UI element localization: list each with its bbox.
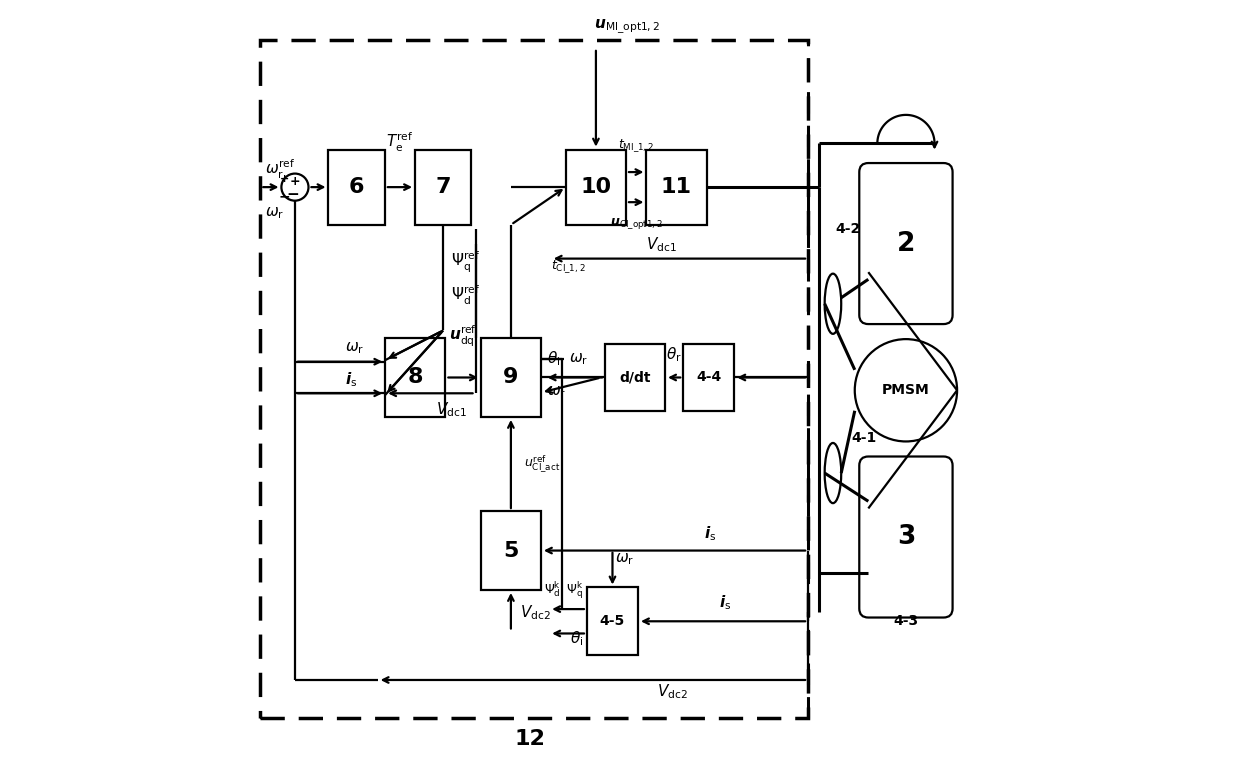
- Text: −: −: [286, 187, 299, 202]
- Text: $\theta_{\rm r}$: $\theta_{\rm r}$: [666, 346, 682, 365]
- Bar: [683, 343, 734, 412]
- Text: $\theta_{\rm i}$: $\theta_{\rm i}$: [570, 629, 583, 647]
- Text: 10: 10: [580, 177, 611, 197]
- Bar: [646, 149, 707, 225]
- Circle shape: [854, 339, 957, 441]
- Text: $\omega_{\rm r}$: $\omega_{\rm r}$: [615, 551, 634, 567]
- Text: $\omega_{\rm r}$: $\omega_{\rm r}$: [569, 351, 589, 367]
- Text: $V_{\rm dc1}$: $V_{\rm dc1}$: [435, 400, 466, 419]
- Bar: [415, 149, 471, 225]
- Text: 5: 5: [503, 540, 518, 561]
- Text: 12: 12: [515, 728, 546, 749]
- Text: 7: 7: [435, 177, 451, 197]
- Ellipse shape: [825, 443, 841, 503]
- Text: +: +: [279, 174, 289, 184]
- Bar: [587, 587, 639, 655]
- Text: 8: 8: [408, 368, 423, 387]
- Text: $\Psi_{\rm d}^{\rm ref}$: $\Psi_{\rm d}^{\rm ref}$: [450, 283, 480, 306]
- Bar: [386, 338, 445, 417]
- Text: 4-5: 4-5: [600, 614, 625, 628]
- Text: 11: 11: [661, 177, 692, 197]
- Text: PMSM: PMSM: [882, 384, 930, 397]
- Text: 4-1: 4-1: [852, 431, 877, 445]
- Text: $\boldsymbol{u}_{\rm CI\_opt1,2}$: $\boldsymbol{u}_{\rm CI\_opt1,2}$: [610, 216, 662, 230]
- Ellipse shape: [825, 274, 841, 334]
- Text: $V_{\rm dc2}$: $V_{\rm dc2}$: [657, 683, 688, 701]
- Text: d/dt: d/dt: [619, 371, 651, 384]
- FancyBboxPatch shape: [859, 456, 952, 618]
- Text: $\boldsymbol{i}_{\rm s}$: $\boldsymbol{i}_{\rm s}$: [719, 593, 732, 612]
- Bar: [260, 40, 808, 718]
- Text: $\boldsymbol{i}_{\rm s}$: $\boldsymbol{i}_{\rm s}$: [346, 371, 358, 389]
- Text: $u_{\rm CI\_act}^{\rm ref}$: $u_{\rm CI\_act}^{\rm ref}$: [525, 453, 560, 475]
- Text: +: +: [290, 174, 300, 187]
- Text: $t_{\rm CI\_1,2}$: $t_{\rm CI\_1,2}$: [551, 258, 585, 274]
- Text: 4-2: 4-2: [836, 221, 861, 236]
- Circle shape: [281, 174, 309, 201]
- Bar: [481, 338, 541, 417]
- Text: $\boldsymbol{u}_{\rm MI\_opt1,2}$: $\boldsymbol{u}_{\rm MI\_opt1,2}$: [594, 18, 661, 36]
- Text: $\omega_{\rm r}$: $\omega_{\rm r}$: [265, 205, 284, 221]
- Text: 4-3: 4-3: [893, 614, 919, 628]
- Text: 9: 9: [503, 368, 518, 387]
- Text: $V_{\rm dc1}$: $V_{\rm dc1}$: [646, 236, 677, 255]
- FancyBboxPatch shape: [859, 163, 952, 324]
- Text: $\theta_{\rm i}$: $\theta_{\rm i}$: [547, 349, 560, 368]
- Text: $\omega_{\rm r}$: $\omega_{\rm r}$: [547, 385, 567, 400]
- Text: $T_{\rm e}^{\rm ref}$: $T_{\rm e}^{\rm ref}$: [386, 130, 414, 154]
- Text: $\boldsymbol{i}_{\rm s}$: $\boldsymbol{i}_{\rm s}$: [704, 525, 717, 543]
- Text: $\omega_{\rm r}^{\rm ref}$: $\omega_{\rm r}^{\rm ref}$: [265, 158, 295, 181]
- Text: $\omega_{\rm r}$: $\omega_{\rm r}$: [346, 340, 365, 356]
- Text: 3: 3: [897, 524, 915, 550]
- Text: 6: 6: [348, 177, 365, 197]
- Text: $\boldsymbol{u}_{\rm dq}^{\rm ref}$: $\boldsymbol{u}_{\rm dq}^{\rm ref}$: [449, 324, 477, 349]
- Bar: [481, 511, 541, 590]
- Text: $t_{\rm MI\_1,2}$: $t_{\rm MI\_1,2}$: [619, 137, 655, 154]
- Text: 2: 2: [897, 230, 915, 256]
- Text: $V_{\rm dc2}$: $V_{\rm dc2}$: [520, 603, 551, 622]
- Text: 4-4: 4-4: [696, 371, 722, 384]
- Bar: [329, 149, 384, 225]
- Bar: [565, 149, 626, 225]
- Text: $\Psi_{\rm q}^{\rm ref}$: $\Psi_{\rm q}^{\rm ref}$: [450, 250, 480, 275]
- Text: −: −: [278, 190, 290, 204]
- Text: $\Psi_{\rm d}^{\rm k},\Psi_{\rm q}^{\rm k}$: $\Psi_{\rm d}^{\rm k},\Psi_{\rm q}^{\rm …: [544, 580, 583, 601]
- Bar: [605, 343, 665, 412]
